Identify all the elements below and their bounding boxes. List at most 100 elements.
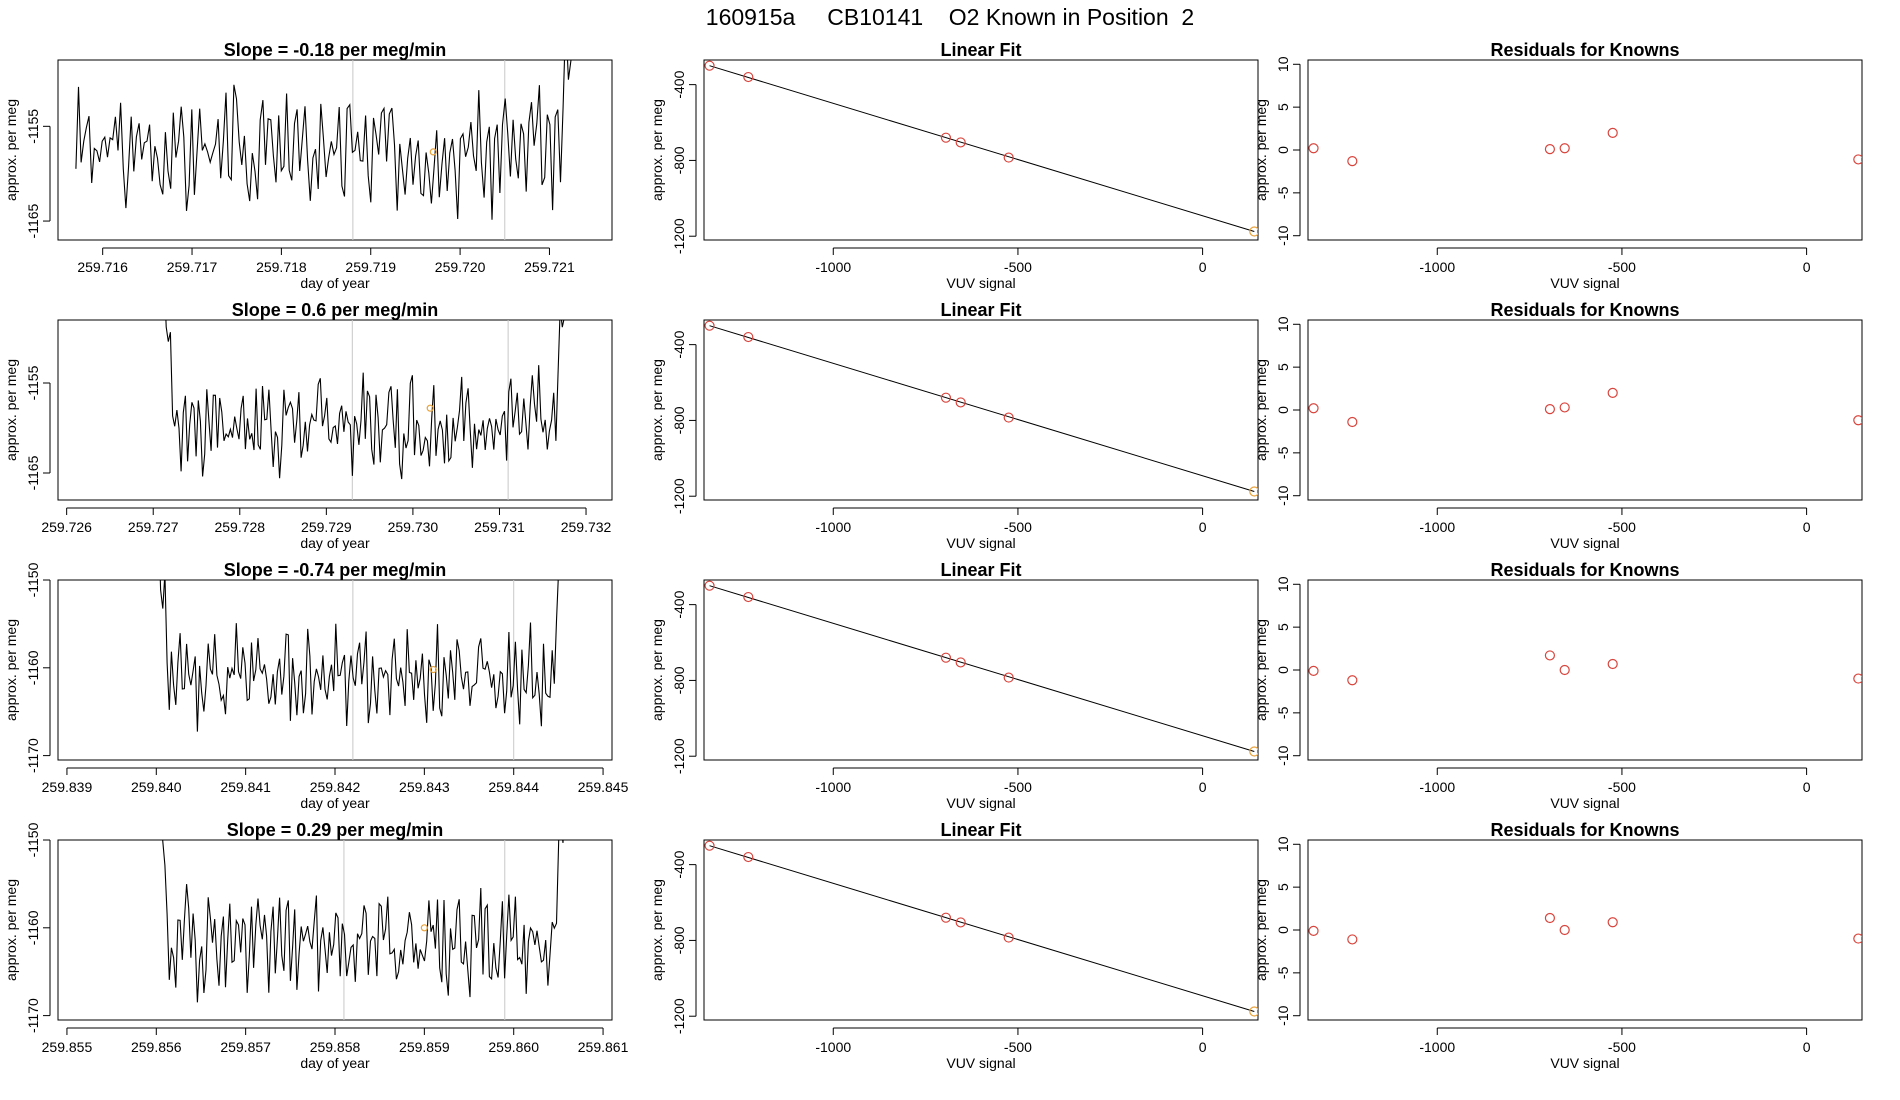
y-tick-label: -1165: [25, 203, 41, 238]
panel-linear-fit-3: Linear Fit -1000 -500 0 VUV signal -1200 -800 -…: [649, 560, 1259, 811]
y-axis-label: approx. per meg: [649, 619, 665, 721]
x-tick-label: -1000: [815, 779, 851, 795]
plot-box: [57, 319, 613, 501]
data-point: [955, 137, 966, 148]
data-point: [1249, 226, 1258, 237]
x-tick-label: 0: [1803, 779, 1811, 795]
x-tick-label: 259.845: [578, 779, 629, 795]
data-point: [743, 851, 754, 863]
panel-title: Slope = -0.74 per meg/min: [224, 560, 447, 580]
y-tick-label: -1200: [671, 738, 687, 774]
panel-title: Residuals for Knowns: [1490, 560, 1679, 580]
y-axis-label: approx. per meg: [649, 99, 665, 201]
series-line: [162, 840, 564, 1003]
page-title: 160915a CB10141 O2 Known in Position 2: [705, 4, 1195, 30]
plot-box: [57, 59, 613, 241]
x-tick-label: 0: [1803, 259, 1811, 275]
x-tick-label: 259.729: [301, 519, 352, 535]
panel-title: Residuals for Knowns: [1490, 820, 1679, 840]
y-tick-label: -800: [671, 926, 687, 954]
plot-content: [159, 580, 559, 760]
plot-content: [75, 60, 572, 240]
y-axis-label: approx. per meg: [3, 619, 19, 721]
x-tick-label: -500: [1004, 1039, 1032, 1055]
x-tick-label: -500: [1608, 259, 1636, 275]
y-tick-label: -400: [671, 70, 687, 98]
y-tick-label: -10: [1275, 225, 1291, 245]
fit-line: [709, 65, 1255, 232]
data-point: [1249, 486, 1258, 497]
y-tick-label: -1160: [25, 910, 41, 945]
x-tick-label: 259.858: [310, 1039, 361, 1055]
data-point: [955, 917, 966, 928]
x-tick-label: 259.727: [128, 519, 179, 535]
data-point: [940, 132, 952, 143]
plot-content: [1308, 127, 1862, 167]
x-axis-label: day of year: [300, 1055, 370, 1071]
y-tick-label: -1150: [25, 822, 41, 857]
series-line: [159, 580, 559, 732]
panel-time-series-2: Slope = 0.6 per meg/min 259.726 259.727 259…: [3, 300, 613, 551]
y-tick-label: 10: [1275, 56, 1291, 72]
plot-box: [1307, 839, 1863, 1021]
panel-residuals-2: Residuals for Knowns -1000 -500 0 VUV signal…: [1253, 300, 1863, 551]
highlight-point: [429, 148, 437, 156]
x-tick-label: 259.726: [41, 519, 92, 535]
plot-box: [703, 839, 1259, 1021]
panel-title: Slope = -0.18 per meg/min: [224, 40, 447, 60]
x-tick-label: 259.731: [474, 519, 525, 535]
series-line: [75, 60, 572, 220]
data-point: [1853, 415, 1862, 426]
highlight-point: [426, 404, 434, 412]
x-tick-label: 259.844: [488, 779, 539, 795]
x-axis-label: VUV signal: [946, 535, 1015, 551]
x-tick-label: 259.842: [310, 779, 361, 795]
x-axis-label: day of year: [300, 535, 370, 551]
y-tick-label: -1200: [671, 218, 687, 254]
x-tick-label: 259.730: [388, 519, 439, 535]
data-point: [1003, 932, 1014, 943]
x-axis-label: day of year: [300, 275, 370, 291]
y-tick-label: -400: [671, 330, 687, 358]
x-tick-label: -500: [1004, 259, 1032, 275]
y-tick-label: -5: [1275, 186, 1291, 199]
x-tick-label: -1000: [815, 519, 851, 535]
panel-time-series-1: Slope = -0.18 per meg/min 259.716 259.717 2…: [3, 40, 613, 291]
x-tick-label: 259.839: [42, 779, 93, 795]
data-point: [743, 71, 754, 83]
plot-box: [703, 579, 1259, 761]
y-tick-label: -10: [1275, 745, 1291, 765]
data-point: [1544, 144, 1556, 155]
x-tick-label: -500: [1608, 1039, 1636, 1055]
y-tick-label: 0: [1275, 666, 1291, 674]
x-tick-label: -1000: [1419, 1039, 1455, 1055]
plot-box: [57, 579, 613, 761]
y-tick-label: 5: [1275, 103, 1291, 111]
data-point: [1607, 127, 1618, 138]
plot-box: [1307, 579, 1863, 761]
panel-linear-fit-1: Linear Fit -1000 -500 0 VUV signal -1200 -800 -…: [649, 40, 1259, 291]
x-tick-label: 0: [1199, 1039, 1207, 1055]
x-axis-label: VUV signal: [946, 795, 1015, 811]
y-axis-label: approx. per meg: [1253, 99, 1269, 201]
data-point: [1347, 156, 1358, 167]
panel-residuals-4: Residuals for Knowns -1000 -500 0 VUV signal…: [1253, 820, 1863, 1071]
x-axis-label: VUV signal: [1550, 535, 1619, 551]
data-point: [1544, 650, 1556, 661]
panel-title: Slope = 0.6 per meg/min: [232, 300, 439, 320]
x-axis-label: VUV signal: [1550, 795, 1619, 811]
data-point: [1249, 1006, 1258, 1017]
y-tick-label: 0: [1275, 146, 1291, 154]
y-axis-label: approx. per meg: [3, 879, 19, 981]
y-tick-label: -1200: [671, 478, 687, 514]
data-point: [1607, 917, 1618, 928]
data-point: [1559, 402, 1570, 413]
data-point: [1544, 404, 1556, 415]
data-point: [704, 580, 715, 591]
x-tick-label: 259.840: [131, 779, 182, 795]
x-tick-label: -500: [1004, 779, 1032, 795]
data-point: [940, 392, 952, 403]
x-tick-label: 259.856: [131, 1039, 182, 1055]
x-axis-label: VUV signal: [946, 275, 1015, 291]
